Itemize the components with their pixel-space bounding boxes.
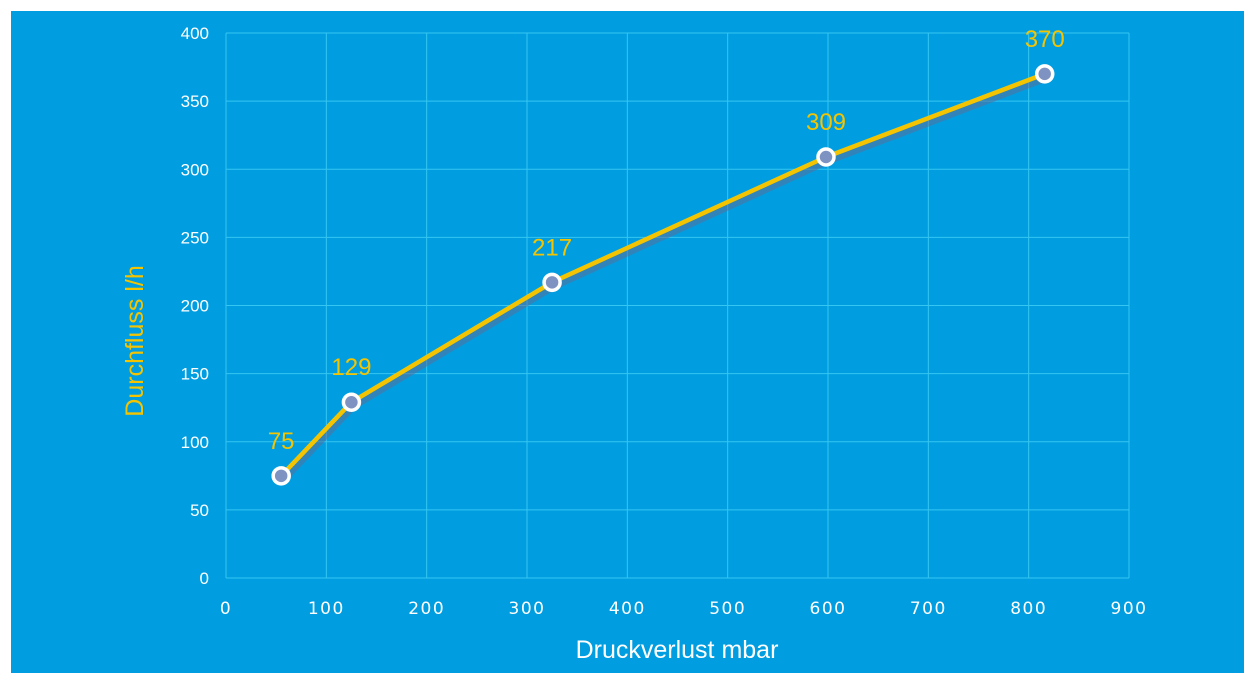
- line-chart: 0 50 100 150 200 250 300 350 400 0 100 200 300 400 500…: [121, 24, 1148, 664]
- x-tick-label: 400: [609, 599, 646, 619]
- tick-labels: 0 50 100 150 200 250 300 350 400 0 100 200 300 400 500…: [181, 24, 1148, 619]
- y-tick-label: 150: [181, 365, 209, 384]
- x-tick-label: 100: [308, 599, 345, 619]
- y-tick-label: 350: [181, 92, 209, 111]
- x-tick-label: 900: [1111, 599, 1148, 619]
- x-tick-label: 800: [1010, 599, 1047, 619]
- chart-panel: 0 50 100 150 200 250 300 350 400 0 100 200 300 400 500…: [11, 11, 1244, 673]
- series-line: [279, 71, 1046, 478]
- data-labels: 75 129 217 309 370: [268, 26, 1065, 455]
- data-point: [1034, 64, 1055, 84]
- data-label: 217: [532, 234, 572, 261]
- x-axis-title: Druckverlust mbar: [576, 636, 779, 664]
- grid-lines: [225, 32, 1130, 579]
- x-tick-label: 600: [810, 599, 847, 619]
- y-axis-title: Durchfluss l/h: [121, 265, 149, 416]
- data-point: [542, 272, 562, 293]
- y-tick-label: 200: [181, 297, 209, 316]
- x-tick-label: 700: [910, 599, 947, 619]
- y-tick-label: 300: [181, 160, 209, 179]
- x-tick-label: 300: [509, 599, 546, 619]
- y-tick-label: 250: [181, 228, 209, 247]
- data-label: 75: [268, 428, 295, 455]
- y-tick-label: 50: [190, 501, 209, 520]
- x-tick-label: 200: [408, 599, 445, 619]
- data-label: 129: [331, 354, 371, 381]
- data-label: 309: [806, 109, 846, 136]
- data-point: [341, 392, 362, 412]
- y-tick-label: 100: [181, 433, 209, 452]
- data-label: 370: [1025, 26, 1065, 53]
- x-tick-label: 0: [220, 599, 232, 619]
- series-flow: [271, 64, 1055, 486]
- data-point: [816, 147, 836, 167]
- y-tick-label: 400: [181, 24, 209, 43]
- series-line-shadow: [280, 74, 1048, 483]
- data-point: [271, 466, 291, 486]
- y-tick-label: 0: [200, 569, 209, 588]
- x-tick-label: 500: [709, 599, 746, 619]
